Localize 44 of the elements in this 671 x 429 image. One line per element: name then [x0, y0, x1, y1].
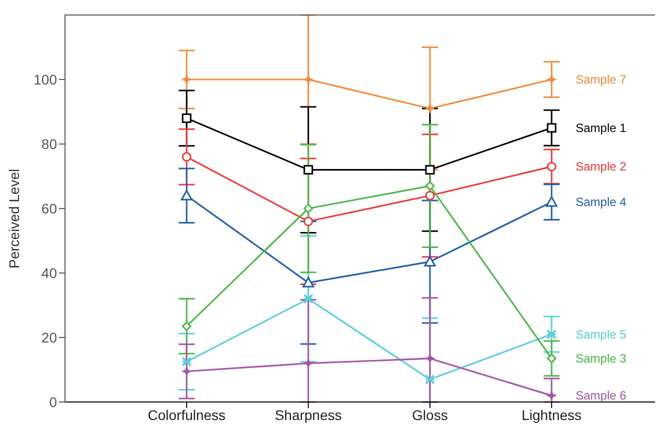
point	[425, 190, 435, 200]
point	[424, 256, 436, 266]
y-tick-label: 100	[34, 71, 58, 88]
point	[425, 104, 434, 114]
point	[304, 165, 314, 175]
point	[547, 391, 556, 400]
point	[182, 152, 192, 162]
point	[303, 294, 314, 304]
point	[182, 113, 192, 123]
point	[304, 358, 313, 368]
point	[425, 181, 435, 191]
series-label: Sample 1	[576, 120, 627, 135]
point	[547, 75, 556, 84]
series-label: Sample 7	[576, 72, 627, 86]
y-tick-label: 80	[41, 136, 58, 152]
x-tick-label: Gloss	[412, 406, 448, 423]
x-tick-label: Lightness	[522, 406, 582, 423]
point	[425, 165, 435, 175]
series-label: Sample 4	[576, 195, 627, 210]
series-label: Sample 5	[576, 327, 627, 342]
point	[304, 216, 314, 226]
series-label: Sample 2	[576, 160, 627, 174]
y-tick-label: 60	[41, 200, 58, 216]
point	[546, 354, 556, 364]
point	[182, 75, 192, 84]
y-tick-label: 20	[41, 329, 58, 346]
x-tick-label: Colorfulness	[148, 406, 226, 423]
point	[424, 374, 435, 384]
point	[182, 321, 192, 331]
point	[302, 276, 314, 288]
series-label: Sample 3	[576, 351, 627, 366]
x-tick-label: Sharpness	[274, 406, 342, 423]
point	[425, 354, 434, 363]
point	[182, 366, 192, 376]
point	[304, 204, 314, 214]
y-axis-title: Perceived Level	[6, 168, 22, 268]
point	[546, 196, 558, 207]
y-tick-label: 40	[41, 264, 58, 281]
point	[180, 190, 192, 200]
point	[546, 162, 556, 172]
point	[546, 123, 556, 133]
point	[304, 75, 313, 84]
series-label: Sample 6	[576, 388, 627, 403]
y-tick-label: 0	[49, 394, 58, 410]
